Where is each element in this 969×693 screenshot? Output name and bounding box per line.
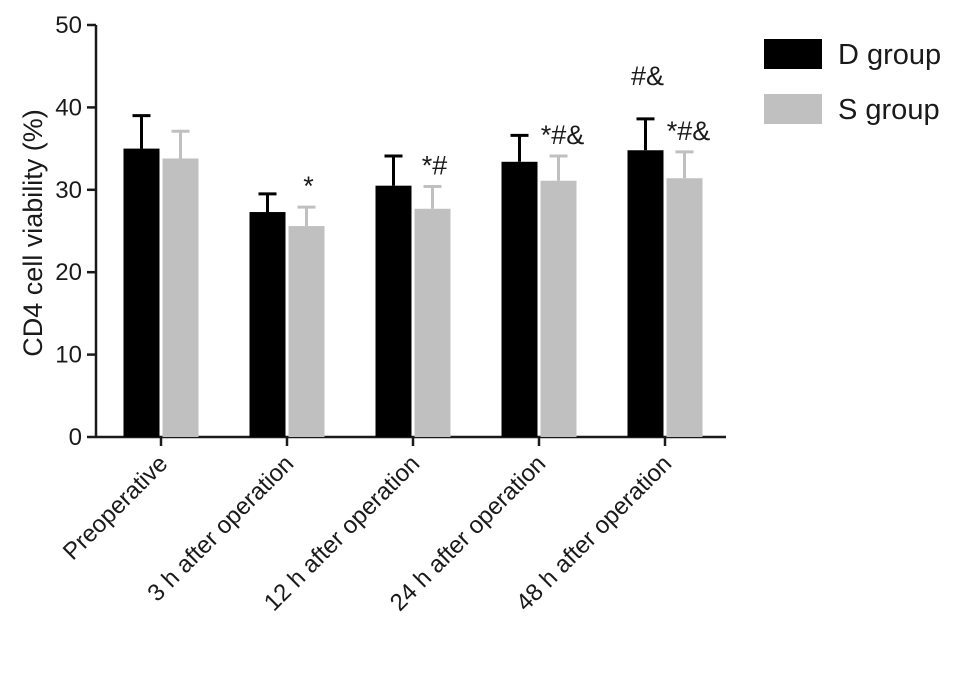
legend-label: S group: [838, 94, 940, 126]
legend: D group S group: [764, 39, 941, 126]
y-axis-title: CD4 cell viability (%): [18, 109, 48, 357]
s-group-annotation: *#&: [667, 116, 711, 146]
y-tick-label: 0: [69, 424, 82, 451]
s-group-annotation: *#: [422, 151, 448, 181]
s-group-bar: [666, 178, 703, 437]
bars: [123, 148, 703, 438]
y-tick-label: 40: [55, 94, 82, 121]
y-axis: 0 10 20 30 40 50: [55, 12, 98, 451]
significance-annotations: **#*#&#&*#&: [303, 61, 710, 201]
d-group-bar: [501, 161, 538, 437]
legend-swatch: [764, 94, 822, 124]
d-group-bar: [123, 148, 160, 437]
d-group-bar: [375, 185, 412, 437]
d-group-bar: [249, 212, 286, 437]
y-tick-label: 20: [55, 259, 82, 286]
legend-label: D group: [838, 39, 941, 71]
s-group-annotation: *#&: [541, 120, 585, 150]
s-group-bar: [288, 226, 325, 437]
y-tick-label: 10: [55, 342, 82, 369]
error-bars: [132, 114, 694, 227]
legend-swatch: [764, 39, 822, 69]
s-group-annotation: *: [303, 171, 314, 201]
s-group-bar: [540, 180, 577, 437]
s-group-bar: [162, 158, 199, 437]
d-group-annotation: #&: [631, 61, 664, 91]
s-group-bar: [414, 208, 451, 437]
y-tick-label: 30: [55, 177, 82, 204]
d-group-bar: [627, 150, 664, 438]
y-tick-label: 50: [55, 12, 82, 39]
x-category-label: Preoperative: [58, 450, 173, 565]
